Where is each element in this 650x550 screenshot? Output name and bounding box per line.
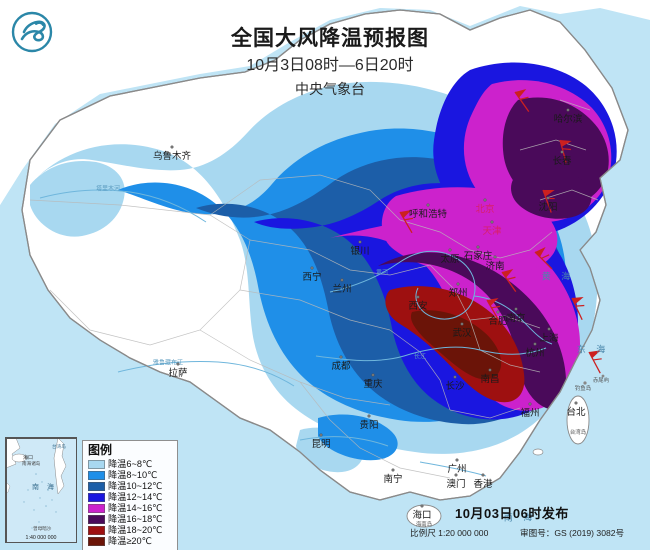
inset-scale-label: 1:40 000 000 bbox=[25, 535, 57, 541]
city-marker-dot bbox=[490, 220, 494, 224]
wind-barb-group bbox=[399, 88, 602, 374]
band-ge-20 bbox=[410, 310, 502, 380]
legend-swatch bbox=[88, 504, 105, 513]
wind-barb-icon bbox=[486, 297, 501, 322]
legend-label: 降温8~10℃ bbox=[108, 469, 158, 480]
city-marker-dot bbox=[514, 307, 518, 311]
city-marker-dot bbox=[493, 255, 497, 259]
legend-swatch bbox=[88, 471, 105, 480]
band-8-10-sw bbox=[318, 414, 398, 461]
legend-swatch bbox=[88, 526, 105, 535]
city-marker-dot bbox=[533, 342, 537, 346]
legend-label: 降温≥20℃ bbox=[108, 535, 152, 546]
legend-swatch bbox=[88, 515, 105, 524]
legend-swatch bbox=[88, 460, 105, 469]
inset-islands-label: 南海诸岛 bbox=[22, 461, 41, 466]
map-approval-number: 审图号：GS (2019) 3082号 bbox=[520, 528, 625, 538]
city-marker-dot bbox=[367, 414, 371, 418]
inset-zengmu-label: 曾母暗沙 bbox=[33, 526, 52, 531]
city-marker-dot bbox=[546, 196, 550, 200]
temperature-drop-bands bbox=[30, 62, 617, 473]
city-marker-dot bbox=[416, 295, 420, 299]
city-marker-dot bbox=[319, 433, 323, 437]
legend-label: 降温18~20℃ bbox=[108, 524, 163, 535]
legend-title: 图例 bbox=[88, 443, 113, 457]
city-marker-dot bbox=[560, 150, 564, 154]
legend-swatch bbox=[88, 482, 105, 491]
band-6-8-west bbox=[30, 160, 125, 237]
city-marker-dot bbox=[488, 368, 492, 372]
city-marker-dot bbox=[456, 282, 460, 286]
city-marker-dot bbox=[453, 375, 457, 379]
city-marker-dot bbox=[528, 402, 532, 406]
legend-item: 降温≥20℃ bbox=[88, 536, 173, 546]
wind-barb-icon bbox=[399, 209, 414, 234]
legend-item: 降温12~14℃ bbox=[88, 492, 173, 502]
legend-label: 降温6~8℃ bbox=[108, 458, 153, 469]
city-marker-dot bbox=[547, 327, 551, 331]
city-marker-dot bbox=[426, 203, 430, 207]
city-marker-dot bbox=[310, 266, 314, 270]
neighbour-landmass bbox=[0, 0, 650, 205]
wind-barb-icon bbox=[534, 247, 553, 270]
city-marker-dot bbox=[496, 310, 500, 314]
province-borders bbox=[29, 99, 599, 479]
inset-taiwan-label: 台湾岛 bbox=[52, 444, 66, 449]
legend-item: 降温14~16℃ bbox=[88, 503, 173, 513]
inset-map-graphic bbox=[6, 438, 76, 542]
city-marker-dot bbox=[358, 240, 362, 244]
city-marker-dot bbox=[566, 108, 570, 112]
legend-swatch bbox=[88, 493, 105, 502]
legend-swatch bbox=[88, 537, 105, 546]
legend-label: 降温16~18℃ bbox=[108, 513, 163, 524]
city-marker-dot bbox=[371, 373, 375, 377]
legend-item: 降温16~18℃ bbox=[88, 514, 173, 524]
release-time: 10月03日06时发布 bbox=[455, 506, 569, 521]
city-marker-dot bbox=[391, 468, 395, 472]
city-marker-dot bbox=[448, 248, 452, 252]
inset-sea-label: 南 海 bbox=[32, 484, 57, 491]
legend-label: 降温14~16℃ bbox=[108, 502, 163, 513]
city-marker-dot bbox=[476, 245, 480, 249]
city-marker-dot bbox=[176, 362, 180, 366]
legend-item: 降温6~8℃ bbox=[88, 459, 173, 469]
legend-label: 降温12~14℃ bbox=[108, 491, 163, 502]
legend-item: 降温8~10℃ bbox=[88, 470, 173, 480]
band-16-18 bbox=[378, 252, 566, 409]
legend-rows: 降温6~8℃ 降温8~10℃ 降温10~12℃ 降温12~14℃ 降温14~16℃ 降温1… bbox=[88, 459, 173, 546]
islands bbox=[406, 374, 605, 528]
city-marker-dot bbox=[574, 401, 578, 405]
cma-logo bbox=[6, 8, 58, 60]
city-marker-dot bbox=[483, 198, 487, 202]
map-scale: 比例尺 1:20 000 000 bbox=[410, 528, 489, 538]
city-marker-dot bbox=[481, 473, 485, 477]
legend-panel: 图例 降温6~8℃ 降温8~10℃ 降温10~12℃ 降温12~14℃ 降温14~16℃… bbox=[82, 440, 178, 550]
south-china-sea-inset: 台湾岛 海口 南海诸岛 南 海 曾母暗沙 1:40 000 000 bbox=[5, 437, 77, 543]
legend-item: 降温18~20℃ bbox=[88, 525, 173, 535]
city-marker-dot bbox=[340, 278, 344, 282]
wind-barb-icon bbox=[588, 350, 602, 374]
wind-barb-icon bbox=[501, 268, 517, 293]
wind-barb-icon bbox=[542, 189, 555, 213]
wind-barb-icon bbox=[571, 296, 585, 321]
city-marker-dot bbox=[455, 458, 459, 462]
legend-item: 降温10~12℃ bbox=[88, 481, 173, 491]
city-marker-dot bbox=[339, 355, 343, 359]
legend-label: 降温10~12℃ bbox=[108, 480, 163, 491]
city-marker-dot bbox=[460, 322, 464, 326]
city-marker-dot bbox=[420, 504, 424, 508]
city-marker-dot bbox=[170, 145, 174, 149]
inset-haikou-label: 海口 bbox=[23, 455, 34, 461]
band-16-18-belt bbox=[511, 168, 592, 219]
national-border bbox=[21, 9, 629, 501]
wind-barb-icon bbox=[514, 88, 530, 113]
city-marker-dot bbox=[454, 473, 458, 477]
rivers bbox=[39, 189, 553, 477]
